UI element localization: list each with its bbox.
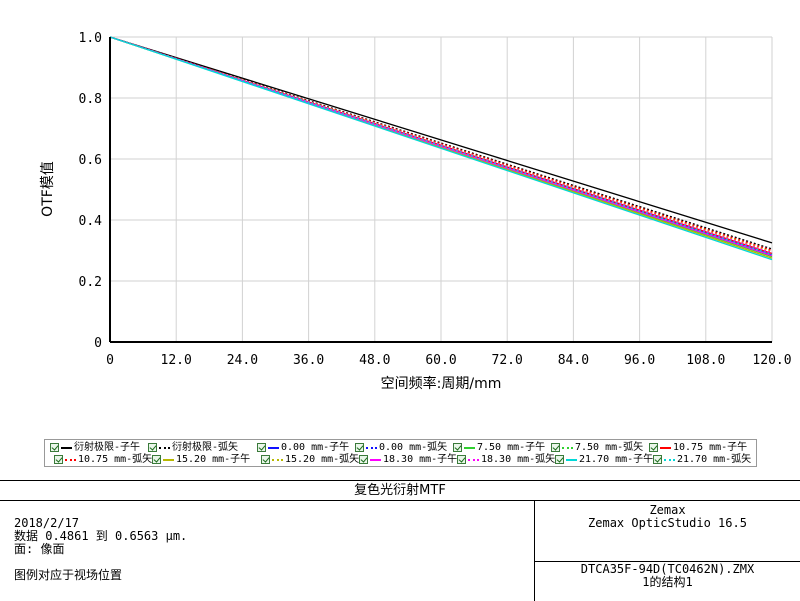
x-tick-label: 84.0 bbox=[558, 353, 589, 368]
legend-line-swatch bbox=[159, 446, 170, 449]
legend-item[interactable]: 15.20 mm-子午 bbox=[152, 453, 250, 466]
info-panel: 复色光衍射MTF 2018/2/17 数据 0.4861 到 0.6563 μm… bbox=[0, 480, 800, 601]
legend-line-swatch bbox=[272, 458, 283, 461]
legend-note-text: 图例对应于视场位置 bbox=[14, 568, 123, 582]
legend-label: 21.70 mm-子午 bbox=[579, 454, 654, 465]
info-right-panel: Zemax Zemax OpticStudio 16.5 DTCA35F-94D… bbox=[535, 501, 800, 601]
x-tick-label: 120.0 bbox=[752, 353, 791, 368]
y-tick-label: 0.4 bbox=[79, 214, 103, 229]
info-left-panel: 2018/2/17 数据 0.4861 到 0.6563 μm. 面: 像面 图… bbox=[0, 501, 535, 601]
legend-line-swatch bbox=[163, 458, 174, 461]
date-text: 2018/2/17 bbox=[14, 516, 80, 530]
legend-checkbox-icon[interactable] bbox=[54, 455, 63, 464]
legend-line-swatch bbox=[65, 458, 76, 461]
chart-axes bbox=[109, 37, 772, 343]
plot-title: 复色光衍射MTF bbox=[0, 481, 800, 501]
legend-item[interactable]: 10.75 mm-弧矢 bbox=[54, 453, 152, 466]
legend-item[interactable]: 7.50 mm-子午 bbox=[453, 441, 545, 454]
legend-checkbox-icon[interactable] bbox=[261, 455, 270, 464]
company-text: Zemax bbox=[649, 503, 686, 517]
legend-checkbox-icon[interactable] bbox=[555, 455, 564, 464]
legend-item[interactable]: 衍射极限-弧矢 bbox=[148, 441, 238, 454]
product-text: Zemax OpticStudio 16.5 bbox=[588, 516, 747, 530]
legend-line-swatch bbox=[664, 458, 675, 461]
x-tick-label: 96.0 bbox=[624, 353, 655, 368]
x-tick-label: 72.0 bbox=[492, 353, 523, 368]
legend-line-swatch bbox=[366, 446, 377, 449]
y-tick-label: 0 bbox=[94, 336, 102, 351]
legend-checkbox-icon[interactable] bbox=[453, 443, 462, 452]
legend-checkbox-icon[interactable] bbox=[551, 443, 560, 452]
legend-checkbox-icon[interactable] bbox=[355, 443, 364, 452]
legend-item[interactable]: 18.30 mm-子午 bbox=[359, 453, 457, 466]
legend-label: 衍射极限-弧矢 bbox=[172, 442, 239, 453]
legend-line-swatch bbox=[268, 446, 279, 449]
legend-label: 15.20 mm-子午 bbox=[176, 454, 251, 465]
legend-checkbox-icon[interactable] bbox=[457, 455, 466, 464]
chart-legend: 衍射极限-子午 衍射极限-弧矢 0.00 mm-子午 0.00 mm-弧矢 7.50 m… bbox=[44, 439, 757, 467]
legend-label: 0.00 mm-弧矢 bbox=[379, 442, 448, 453]
legend-checkbox-icon[interactable] bbox=[649, 443, 658, 452]
legend-item[interactable]: 7.50 mm-弧矢 bbox=[551, 441, 643, 454]
x-axis-label: 空间频率:周期/mm bbox=[381, 375, 502, 392]
x-tick-label: 60.0 bbox=[425, 353, 456, 368]
legend-line-swatch bbox=[61, 446, 72, 449]
legend-label: 21.70 mm-弧矢 bbox=[677, 454, 752, 465]
legend-label: 7.50 mm-子午 bbox=[477, 442, 546, 453]
surface-text: 面: 像面 bbox=[14, 542, 65, 556]
legend-label: 7.50 mm-弧矢 bbox=[575, 442, 644, 453]
legend-checkbox-icon[interactable] bbox=[653, 455, 662, 464]
legend-checkbox-icon[interactable] bbox=[148, 443, 157, 452]
chart-series bbox=[109, 36, 773, 261]
legend-line-swatch bbox=[464, 446, 475, 449]
x-tick-labels: 0 12.0 24.0 36.0 48.0 60.0 72.0 84.0 96.0 108.0 12… bbox=[106, 353, 791, 368]
y-tick-label: 0.2 bbox=[79, 275, 102, 290]
x-tick-label: 12.0 bbox=[161, 353, 192, 368]
legend-checkbox-icon[interactable] bbox=[50, 443, 59, 452]
wavelength-range-text: 数据 0.4861 到 0.6563 μm. bbox=[14, 529, 188, 543]
x-tick-label: 0 bbox=[106, 353, 114, 368]
configuration-text: 1的结构1 bbox=[642, 575, 693, 589]
legend-item[interactable]: 18.30 mm-弧矢 bbox=[457, 453, 555, 466]
legend-item[interactable]: 15.20 mm-弧矢 bbox=[261, 453, 359, 466]
x-tick-label: 108.0 bbox=[686, 353, 725, 368]
y-tick-label: 1.0 bbox=[79, 31, 102, 46]
legend-label: 10.75 mm-子午 bbox=[673, 442, 748, 453]
legend-label: 18.30 mm-子午 bbox=[383, 454, 458, 465]
y-tick-labels: 0 0.2 0.4 0.6 0.8 1.0 bbox=[79, 31, 103, 351]
legend-line-swatch bbox=[566, 458, 577, 461]
x-tick-label: 48.0 bbox=[359, 353, 390, 368]
series-line bbox=[109, 36, 773, 256]
legend-line-swatch bbox=[468, 458, 479, 461]
series-line bbox=[109, 36, 773, 244]
y-axis-label: OTF模值 bbox=[40, 161, 56, 217]
legend-item[interactable]: 0.00 mm-子午 bbox=[257, 441, 349, 454]
y-tick-label: 0.8 bbox=[79, 92, 102, 107]
legend-checkbox-icon[interactable] bbox=[257, 443, 266, 452]
legend-item[interactable]: 21.70 mm-子午 bbox=[555, 453, 653, 466]
legend-label: 15.20 mm-弧矢 bbox=[285, 454, 360, 465]
legend-label: 18.30 mm-弧矢 bbox=[481, 454, 556, 465]
legend-item[interactable]: 21.70 mm-弧矢 bbox=[653, 453, 751, 466]
y-tick-label: 0.6 bbox=[79, 153, 102, 168]
info-divider bbox=[535, 561, 800, 562]
legend-item[interactable]: 衍射极限-子午 bbox=[50, 441, 140, 454]
legend-line-swatch bbox=[370, 458, 381, 461]
mtf-chart: 0 12.0 24.0 36.0 48.0 60.0 72.0 84.0 96.0 108.0 12… bbox=[40, 31, 792, 392]
file-name-text: DTCA35F-94D(TC0462N).ZMX bbox=[580, 562, 755, 576]
series-line bbox=[109, 36, 773, 261]
chart-grid bbox=[109, 36, 773, 343]
legend-item[interactable]: 0.00 mm-弧矢 bbox=[355, 441, 447, 454]
legend-label: 衍射极限-子午 bbox=[74, 442, 141, 453]
x-tick-label: 36.0 bbox=[293, 353, 324, 368]
legend-checkbox-icon[interactable] bbox=[152, 455, 161, 464]
x-tick-label: 24.0 bbox=[227, 353, 258, 368]
legend-label: 10.75 mm-弧矢 bbox=[78, 454, 153, 465]
legend-checkbox-icon[interactable] bbox=[359, 455, 368, 464]
legend-line-swatch bbox=[660, 446, 671, 449]
legend-label: 0.00 mm-子午 bbox=[281, 442, 350, 453]
legend-item[interactable]: 10.75 mm-子午 bbox=[649, 441, 747, 454]
legend-line-swatch bbox=[562, 446, 573, 449]
